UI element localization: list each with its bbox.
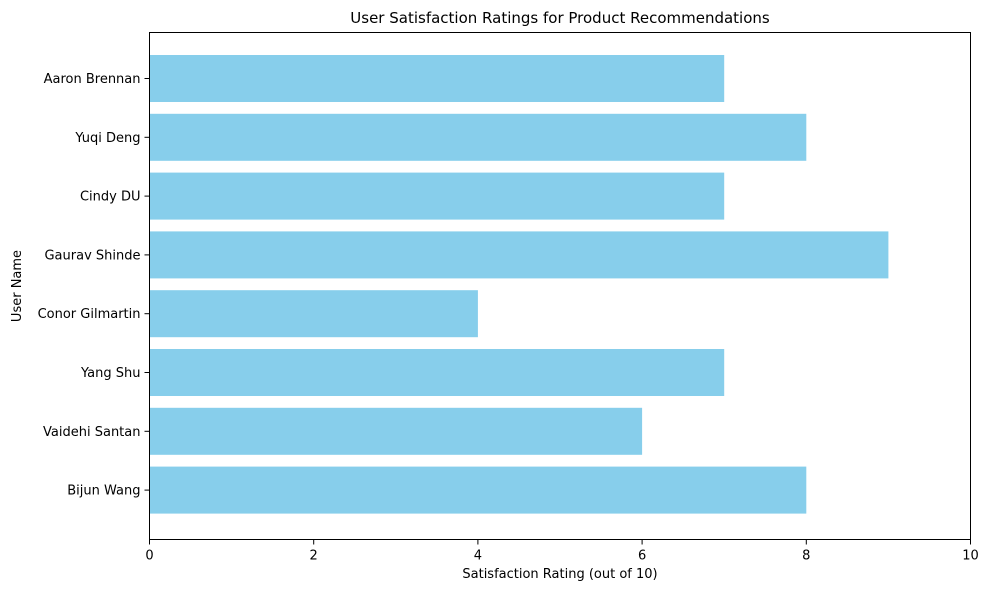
y-axis-label: User Name [10,250,25,322]
bar-bijun-wang [149,466,807,514]
y-tick-label: Vaidehi Santan [43,425,140,440]
chart-title: User Satisfaction Ratings for Product Re… [350,9,770,27]
y-tick-label: Gaurav Shinde [44,248,140,263]
bar-aaron-brennan [149,55,725,102]
y-tick-label: Yang Shu [80,366,140,381]
x-tick-label: 2 [310,549,318,564]
bar-yuqi-deng [149,113,807,161]
x-tick-label: 8 [802,549,810,564]
x-axis-ticks: 0 2 4 6 8 10 [145,539,979,564]
y-tick-label: Conor Gilmartin [38,307,141,322]
y-tick-label: Yuqi Deng [74,131,140,146]
x-axis-label: Satisfaction Rating (out of 10) [462,567,657,582]
x-tick-label: 4 [474,549,482,564]
x-tick-label: 0 [145,549,153,564]
plot-frame [149,32,971,540]
bar-conor-gilmartin [149,290,478,338]
y-tick-label: Bijun Wang [67,484,140,499]
bar-vaidehi-santan [149,407,643,455]
y-tick-label: Aaron Brennan [44,72,141,87]
bar-yang-shu [149,349,725,396]
x-tick-label: 6 [638,549,646,564]
bars-group [149,55,889,514]
y-axis-ticks: Aaron Brennan Yuqi Deng Cindy DU Gaurav Shi… [38,72,150,499]
bar-gaurav-shinde [149,231,889,279]
x-tick-label: 10 [962,549,979,564]
y-tick-label: Cindy DU [80,190,141,205]
bar-cindy-du [149,172,725,220]
